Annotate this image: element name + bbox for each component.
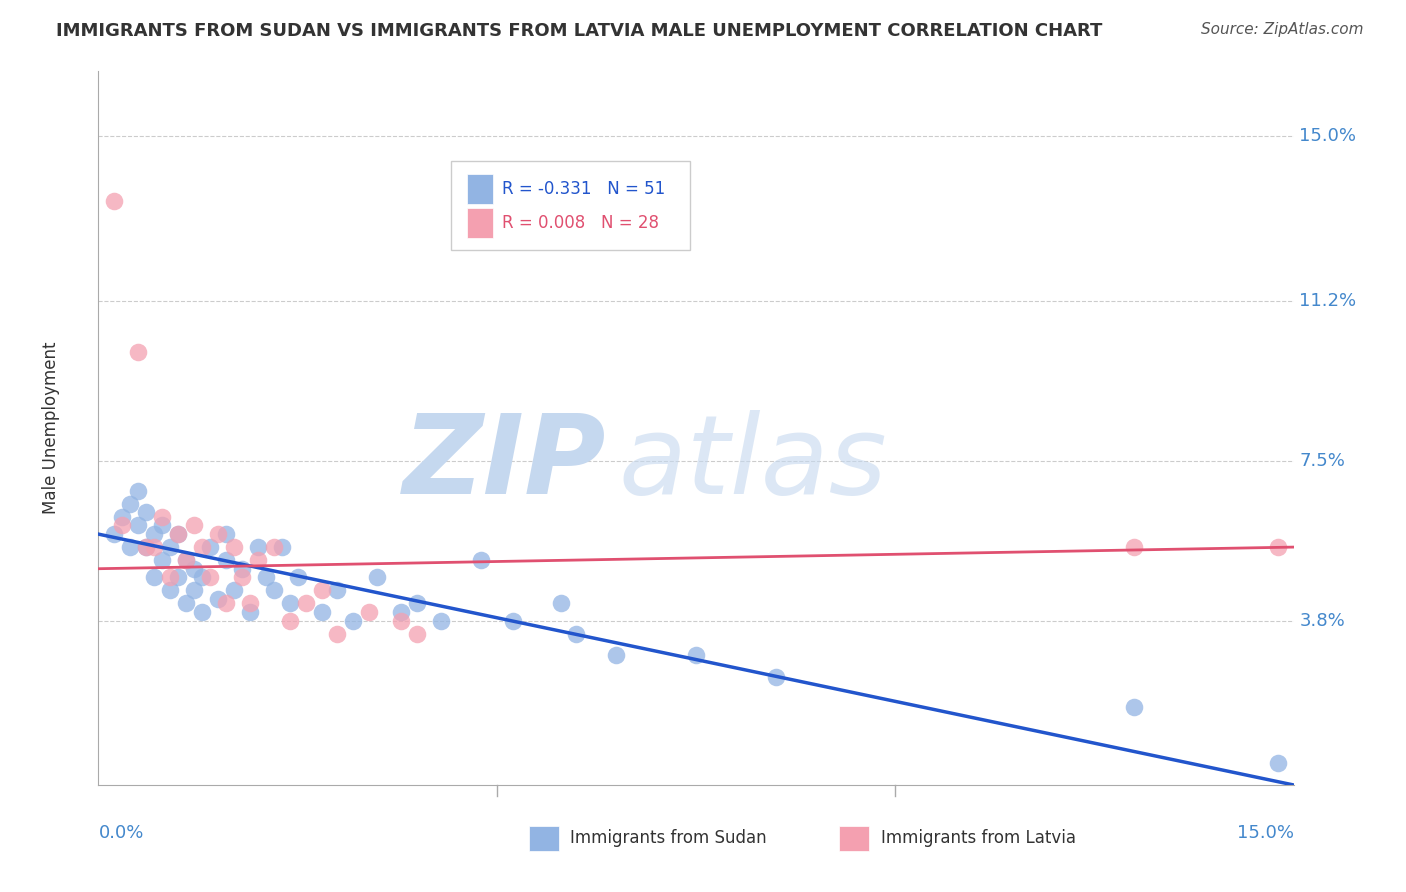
Bar (529, 826, 558, 851)
Point (311, 583, 333, 598)
Point (103, 194, 125, 208)
Text: Immigrants from Latvia: Immigrants from Latvia (882, 830, 1076, 847)
Point (222, 583, 245, 598)
Point (287, 570, 309, 584)
Point (470, 553, 492, 567)
Point (207, 527, 229, 541)
Point (143, 570, 166, 584)
Point (685, 648, 707, 663)
Point (207, 592, 229, 607)
Point (406, 626, 429, 640)
Point (215, 527, 238, 541)
Bar (467, 174, 494, 204)
Point (1123, 540, 1146, 554)
Point (565, 626, 588, 640)
Point (135, 540, 157, 554)
Point (430, 614, 453, 628)
Bar (467, 208, 494, 237)
Point (143, 527, 166, 541)
Point (135, 540, 157, 554)
Point (215, 596, 238, 610)
Point (183, 562, 205, 576)
Point (159, 583, 181, 598)
Point (150, 518, 173, 533)
Point (174, 553, 197, 567)
Point (359, 605, 381, 619)
Text: Source: ZipAtlas.com: Source: ZipAtlas.com (1201, 22, 1364, 37)
Point (1123, 700, 1146, 714)
Point (167, 570, 190, 584)
Point (231, 570, 253, 584)
Text: 3.8%: 3.8% (1299, 612, 1346, 630)
FancyBboxPatch shape (451, 161, 690, 250)
Text: 0.0%: 0.0% (98, 824, 143, 842)
Point (215, 553, 238, 567)
Point (159, 540, 181, 554)
Point (150, 553, 173, 567)
Text: 7.5%: 7.5% (1299, 451, 1346, 469)
Point (159, 570, 181, 584)
Point (120, 540, 142, 554)
Point (198, 570, 221, 584)
Text: IMMIGRANTS FROM SUDAN VS IMMIGRANTS FROM LATVIA MALE UNEMPLOYMENT CORRELATION CH: IMMIGRANTS FROM SUDAN VS IMMIGRANTS FROM… (56, 22, 1102, 40)
Point (342, 614, 364, 628)
Point (550, 596, 572, 610)
Text: Immigrants from Sudan: Immigrants from Sudan (571, 830, 768, 847)
Point (103, 527, 125, 541)
Point (239, 605, 262, 619)
Text: atlas: atlas (619, 410, 887, 517)
Point (222, 540, 245, 554)
Point (1267, 540, 1289, 554)
Point (127, 518, 149, 533)
Text: R = -0.331   N = 51: R = -0.331 N = 51 (502, 180, 665, 198)
Point (127, 483, 149, 498)
Point (191, 540, 214, 554)
Point (254, 570, 277, 584)
Point (143, 540, 166, 554)
Text: 15.0%: 15.0% (1299, 128, 1357, 145)
Text: R = 0.008   N = 28: R = 0.008 N = 28 (502, 214, 659, 232)
Point (111, 518, 134, 533)
Point (270, 540, 292, 554)
Point (294, 596, 316, 610)
Point (326, 626, 349, 640)
Point (183, 583, 205, 598)
Point (174, 596, 197, 610)
Point (174, 553, 197, 567)
Point (605, 648, 627, 663)
Point (135, 506, 157, 520)
Text: 11.2%: 11.2% (1299, 292, 1357, 310)
Point (246, 540, 269, 554)
Point (167, 527, 190, 541)
Point (1267, 756, 1289, 771)
Point (366, 570, 388, 584)
Bar (839, 826, 869, 851)
Point (167, 527, 190, 541)
Text: Male Unemployment: Male Unemployment (42, 342, 59, 515)
Point (263, 583, 285, 598)
Point (183, 518, 205, 533)
Point (191, 605, 214, 619)
Point (406, 596, 429, 610)
Point (191, 570, 214, 584)
Point (120, 497, 142, 511)
Point (150, 509, 173, 524)
Point (198, 540, 221, 554)
Point (326, 583, 349, 598)
Point (278, 596, 301, 610)
Point (502, 614, 524, 628)
Point (765, 670, 787, 684)
Point (278, 614, 301, 628)
Point (263, 540, 285, 554)
Point (311, 605, 333, 619)
Point (111, 509, 134, 524)
Point (127, 345, 149, 359)
Point (246, 553, 269, 567)
Text: 15.0%: 15.0% (1236, 824, 1294, 842)
Point (389, 614, 412, 628)
Point (389, 605, 412, 619)
Point (231, 562, 253, 576)
Text: ZIP: ZIP (404, 410, 606, 517)
Point (239, 596, 262, 610)
